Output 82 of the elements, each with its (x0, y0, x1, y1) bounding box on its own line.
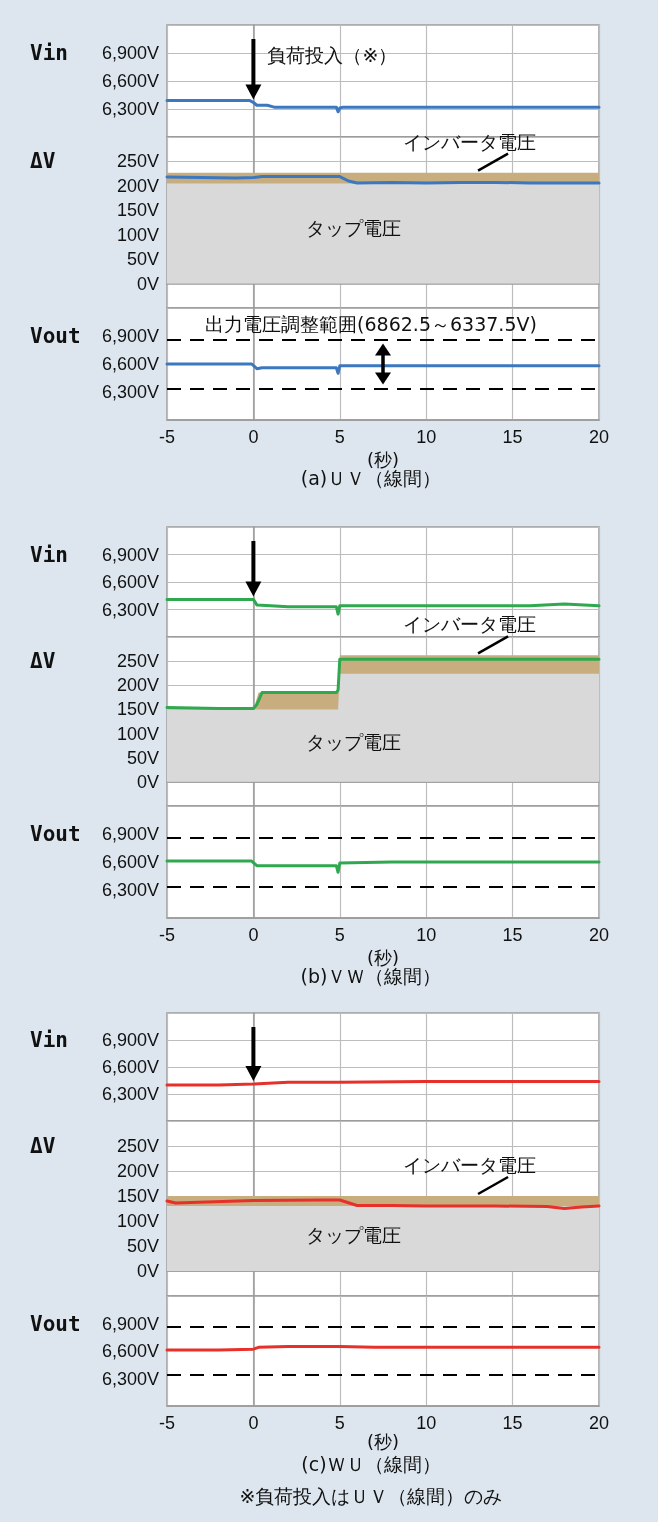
y-tick-label: 6,300V (101, 599, 159, 620)
y-tick-label: 150V (116, 200, 159, 221)
y-tick-label: 6,900V (101, 824, 159, 844)
x-tick-label: 0 (248, 925, 259, 945)
y-axis-title: ΔV (30, 149, 56, 174)
y-tick-label: 250V (116, 151, 159, 172)
y-tick-label: 6,900V (101, 544, 159, 565)
y-axis-title: ΔV (30, 1134, 56, 1158)
y-axis-title: ΔV (30, 649, 56, 674)
y-axis-title: Vout (30, 1311, 81, 1336)
y-axis-title: Vin (30, 542, 68, 567)
line-series (165, 657, 601, 710)
annotation: 負荷投入（※） (267, 44, 398, 66)
y-tick-label: 6,300V (101, 1368, 159, 1389)
y-tick-label: 0V (136, 1261, 159, 1281)
x-tick-label: -5 (158, 427, 176, 447)
y-tick-label: 6,300V (101, 382, 159, 402)
x-axis-title: (秒) (366, 1431, 400, 1453)
y-tick-label: 150V (116, 699, 159, 720)
annotation: インバータ電圧 (402, 1154, 536, 1176)
y-tick-label: 6,600V (101, 354, 159, 374)
y-tick-label: 6,300V (101, 1084, 159, 1104)
line-series (165, 597, 601, 616)
x-tick-label: -5 (158, 1413, 176, 1433)
y-tick-label: 250V (116, 1136, 159, 1156)
annotation: タップ電圧 (305, 217, 401, 240)
x-tick-label: 5 (334, 427, 345, 447)
ref-line-label: 出力電圧調整範囲(6862.5～6337.5V) (205, 312, 537, 335)
y-tick-label: 100V (116, 723, 159, 744)
text: ※負荷投入はＵＶ（線間）のみ (239, 1485, 503, 1507)
y-tick-label: 250V (116, 651, 159, 672)
y-tick-label: 200V (116, 675, 159, 696)
x-tick-label: 10 (416, 427, 437, 447)
y-tick-label: 6,900V (101, 1313, 159, 1334)
y-tick-label: 100V (116, 1211, 159, 1231)
y-axis-title: Vin (30, 41, 68, 65)
x-tick-label: 0 (248, 1413, 259, 1433)
annotation: タップ電圧 (305, 731, 401, 754)
x-tick-label: 5 (334, 925, 345, 945)
y-tick-label: 50V (126, 249, 159, 270)
text: (c)ＷＵ（線間） (301, 1453, 441, 1475)
y-tick-label: 200V (116, 175, 159, 196)
y-tick-label: 6,600V (101, 852, 159, 872)
x-tick-label: 5 (334, 1413, 345, 1433)
line-series (165, 362, 601, 375)
y-tick-label: 100V (116, 224, 159, 245)
line-series (165, 175, 601, 185)
x-tick-label: -5 (158, 925, 176, 945)
y-tick-label: 6,600V (101, 572, 159, 592)
y-tick-label: 6,600V (101, 1341, 159, 1361)
x-tick-label: 10 (416, 925, 437, 945)
y-tick-label: 50V (126, 747, 159, 768)
y-tick-label: 0V (136, 771, 159, 792)
y-tick-label: 50V (126, 1236, 159, 1256)
annotation: タップ電圧 (305, 1224, 401, 1247)
annotation: インバータ電圧 (402, 613, 536, 636)
x-tick-label: 0 (248, 427, 259, 447)
y-tick-label: 6,900V (101, 326, 159, 346)
y-tick-label: 6,900V (101, 43, 159, 63)
y-axis-title: Vin (30, 1028, 68, 1052)
x-tick-label: 15 (502, 925, 523, 945)
y-tick-label: 6,600V (101, 71, 159, 91)
x-axis-title: (秒) (366, 449, 400, 471)
y-tick-label: 6,900V (101, 1030, 159, 1050)
x-tick-label: 20 (588, 925, 610, 945)
y-tick-label: 200V (116, 1161, 159, 1181)
x-tick-label: 20 (588, 427, 610, 447)
y-tick-label: 0V (136, 273, 159, 294)
line-series (165, 859, 601, 874)
x-axis-title: (秒) (366, 947, 400, 969)
annotation: インバータ電圧 (402, 130, 536, 153)
x-tick-label: 10 (416, 1413, 437, 1433)
y-tick-label: 6,300V (101, 99, 159, 119)
y-axis-title: Vout (30, 822, 81, 846)
x-tick-label: 15 (502, 1413, 523, 1433)
y-axis-title: Vout (30, 324, 81, 348)
line-series (165, 1198, 601, 1210)
y-tick-label: 6,600V (101, 1057, 159, 1077)
y-tick-label: 150V (116, 1186, 159, 1206)
x-tick-label: 20 (588, 1413, 610, 1433)
y-tick-label: 6,300V (101, 880, 159, 900)
x-tick-label: 15 (502, 427, 523, 447)
